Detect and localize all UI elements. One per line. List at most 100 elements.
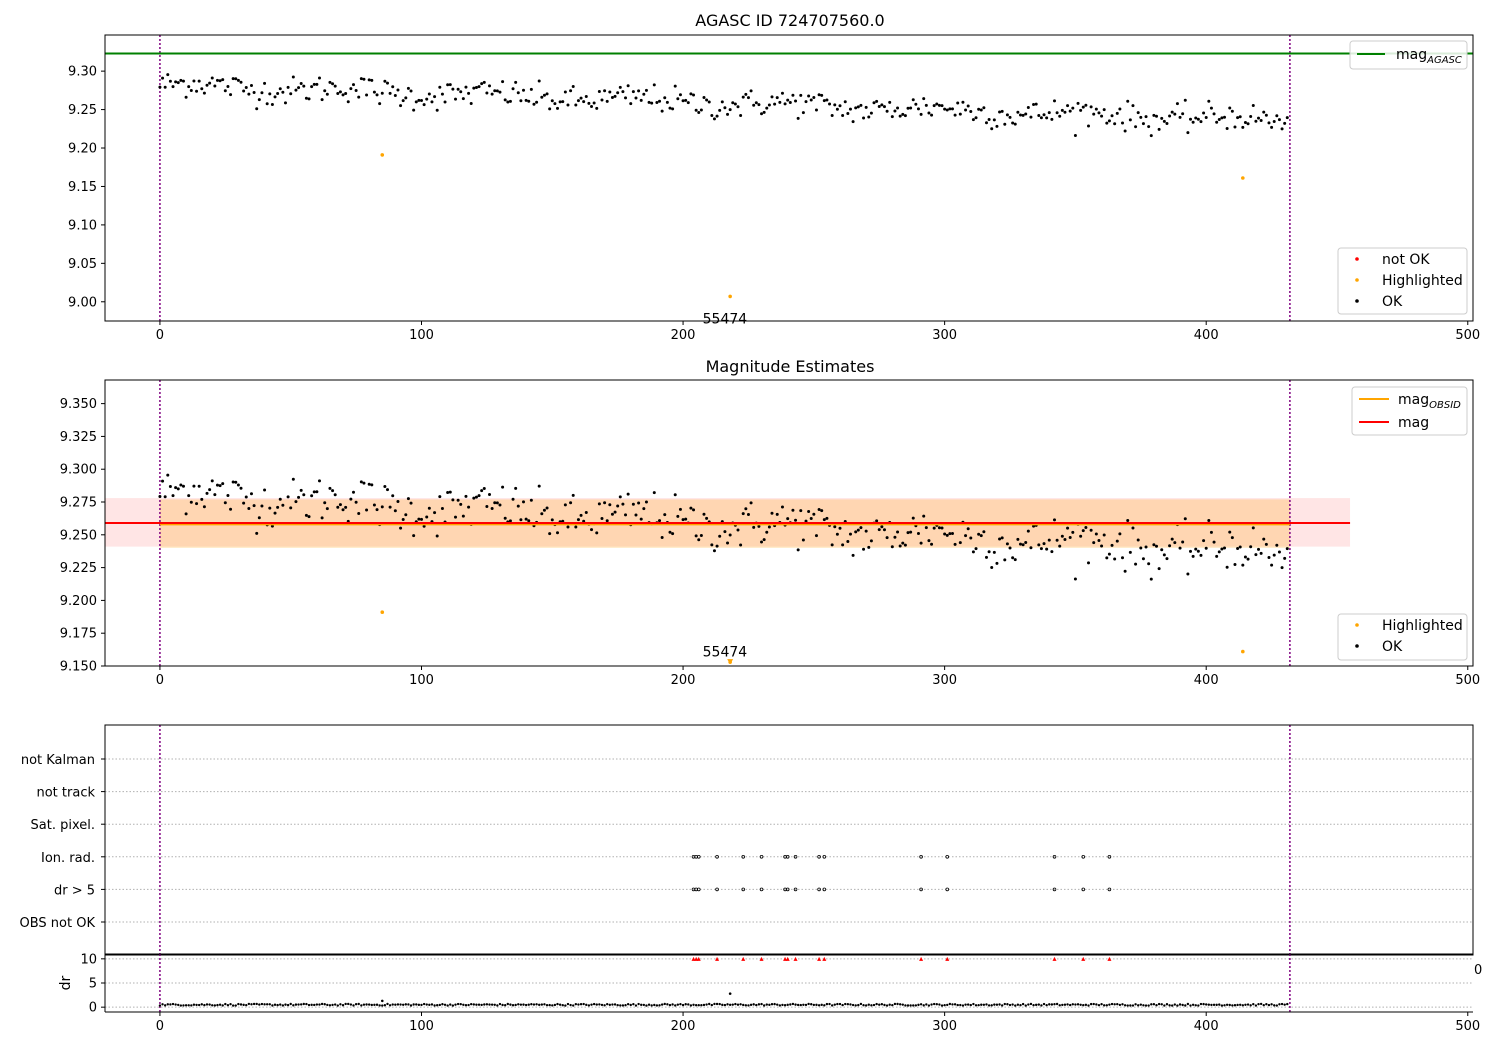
dr-point [1178, 1003, 1182, 1006]
dr-point [383, 1004, 387, 1007]
dr-point [582, 1002, 585, 1006]
ok-point [964, 534, 968, 538]
ok-point [419, 517, 423, 521]
ok-point [1272, 119, 1276, 123]
dr-point [477, 1003, 481, 1006]
dr-point [980, 1003, 983, 1006]
legend-marker-highlighted [1355, 278, 1359, 282]
ok-point [953, 542, 957, 546]
ok-point [307, 97, 311, 101]
dr-point [415, 1003, 418, 1006]
ok-point [1021, 113, 1025, 117]
dr-point [888, 1003, 891, 1006]
ok-point [1241, 125, 1245, 129]
ok-point [1076, 101, 1080, 105]
ok-point [762, 538, 766, 542]
dr-point [218, 1003, 222, 1006]
ok-point [856, 528, 860, 532]
legend-box [1337, 247, 1468, 315]
dr-point [365, 1003, 368, 1006]
dr-point [977, 1003, 980, 1007]
ok-point [1026, 105, 1030, 109]
dr-point [799, 1003, 802, 1007]
dr-point [551, 1004, 554, 1007]
dr-point [362, 1003, 366, 1006]
dr-point [875, 1002, 878, 1006]
ok-point [1175, 102, 1179, 106]
ok-point [351, 490, 355, 494]
ok-point [514, 486, 518, 490]
ok-point [576, 99, 580, 103]
dr-point [422, 1002, 426, 1006]
ok-point [312, 82, 316, 86]
ok-point [1118, 107, 1122, 111]
ok-point [1257, 547, 1261, 551]
ok-point [592, 101, 596, 105]
dr-point [1027, 1003, 1030, 1006]
ok-point [864, 529, 868, 533]
dr-point [823, 1004, 826, 1007]
ok-point [422, 524, 426, 528]
dr-point [938, 1003, 941, 1006]
panel3-flag-axes [104, 724, 1474, 956]
dr-point [666, 1003, 669, 1006]
dr-clipped-marker [817, 956, 822, 961]
dr-point [880, 1003, 884, 1006]
dr-point [1173, 1003, 1177, 1006]
ok-point [472, 496, 476, 500]
x-tick-label: 400 [1194, 328, 1219, 343]
dr-point [221, 1004, 224, 1007]
dr-point [318, 1003, 321, 1006]
dr-point [263, 1003, 266, 1006]
dr-point [891, 1003, 894, 1007]
dr-point [626, 1002, 630, 1006]
ok-point [522, 88, 526, 92]
dr-point [1084, 1003, 1088, 1007]
dr-point [1278, 1003, 1281, 1006]
dr-point [1142, 1004, 1145, 1007]
dr-point [394, 1003, 397, 1006]
dr-point [647, 1003, 651, 1006]
ok-point [1089, 105, 1093, 109]
dr-point [851, 1003, 855, 1007]
dr-point [391, 1003, 394, 1006]
ok-point [846, 539, 850, 543]
ok-point [723, 106, 727, 110]
ok-point [529, 498, 533, 502]
ok-point [1008, 115, 1012, 119]
ok-point [367, 482, 371, 486]
ok-point [890, 115, 894, 119]
ok-point [200, 497, 204, 501]
ok-point [456, 498, 460, 502]
ok-point [357, 512, 361, 516]
ok-point [516, 504, 520, 508]
ok-point [780, 505, 784, 509]
dr-point [1008, 1003, 1012, 1007]
dr-point [579, 1003, 583, 1006]
ok-point [229, 93, 233, 97]
dr-point [637, 1002, 640, 1006]
ok-point [1275, 114, 1279, 118]
ok-point [385, 488, 389, 492]
ok-point [799, 93, 803, 97]
dr-clipped-marker [783, 956, 788, 961]
dr-point [679, 1002, 682, 1006]
dr-point [632, 1002, 635, 1006]
ok-point [1275, 543, 1279, 547]
ok-point [1217, 118, 1221, 122]
dr-point [564, 1004, 567, 1007]
dr-point [349, 1003, 353, 1006]
ok-point [974, 547, 978, 551]
ok-point [692, 93, 696, 97]
dr-point [331, 1003, 334, 1007]
x-tick-label: 0 [156, 1019, 164, 1034]
ok-point [1243, 555, 1247, 559]
ok-point [943, 532, 947, 536]
ok-point [163, 85, 167, 89]
dr-point [757, 1003, 761, 1006]
dr-point [844, 1002, 847, 1006]
ok-point [1262, 537, 1266, 541]
ok-point [365, 508, 369, 512]
ok-point [1165, 122, 1169, 126]
dr-point [205, 1003, 209, 1006]
